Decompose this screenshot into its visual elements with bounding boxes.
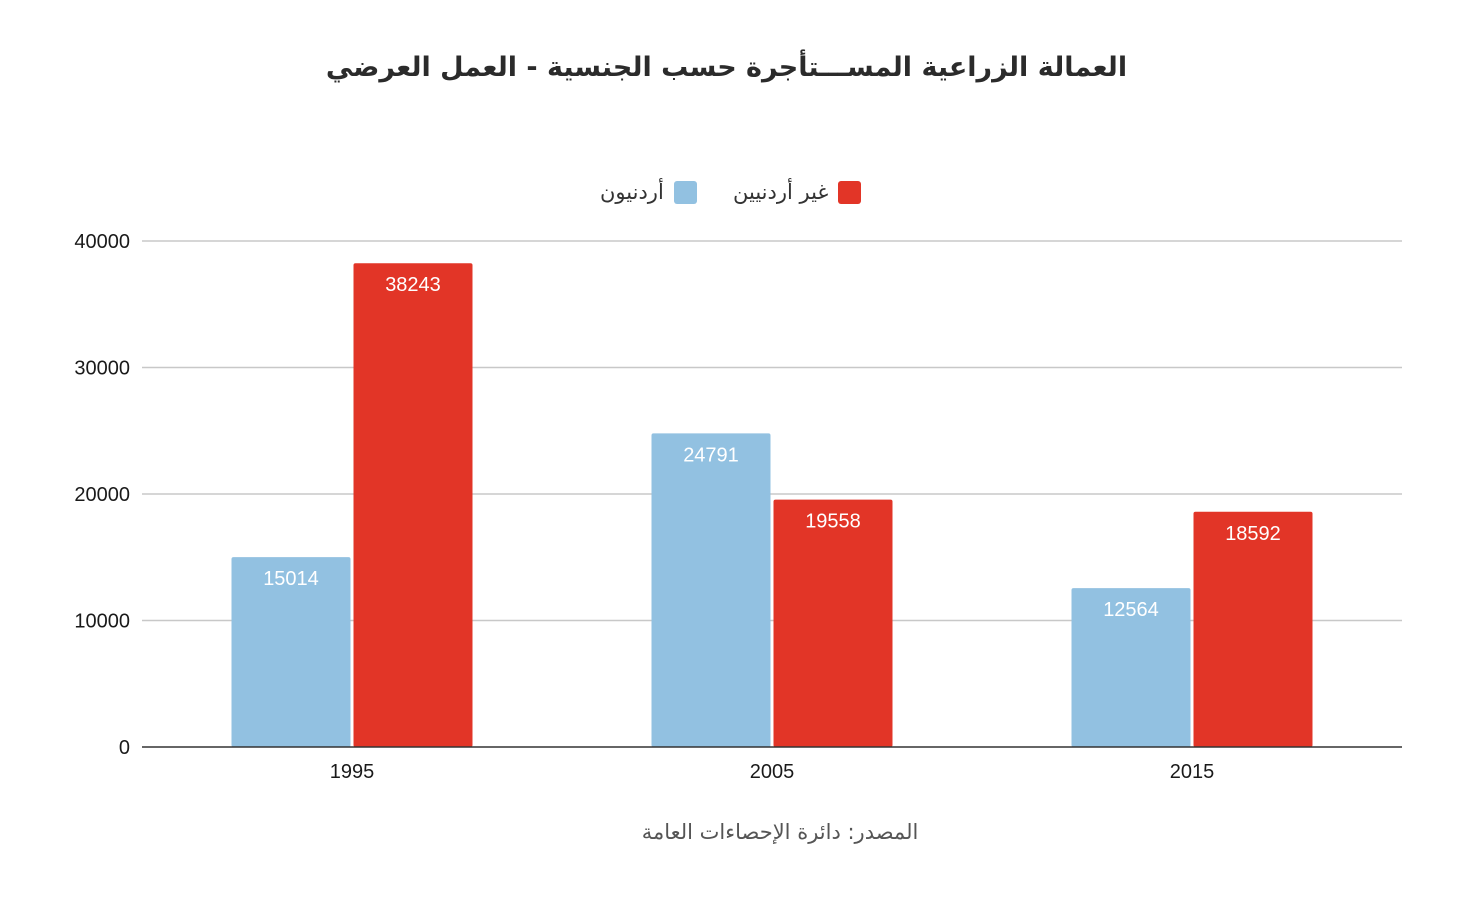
bar bbox=[651, 433, 771, 747]
bar bbox=[1071, 588, 1191, 747]
legend-swatch-non-jordanians bbox=[838, 180, 862, 204]
legend: أردنيون غير أردنيين bbox=[0, 172, 1473, 212]
bar-value-label: 19558 bbox=[805, 511, 861, 533]
legend-label-non-jordanians: غير أردنيين bbox=[733, 180, 829, 204]
bar-value-label: 15014 bbox=[263, 568, 319, 590]
bar bbox=[773, 499, 893, 747]
x-tick-label: 2015 bbox=[1170, 761, 1215, 783]
bar-value-label: 12564 bbox=[1103, 599, 1159, 621]
data-labels: 15014 38243 24791 19558 12564 18592 bbox=[263, 274, 1281, 621]
bar-value-label: 24791 bbox=[683, 444, 739, 466]
y-axis-ticks: 0 10000 20000 30000 40000 bbox=[74, 231, 130, 759]
x-tick-label: 1995 bbox=[330, 761, 375, 783]
legend-swatch-jordanians bbox=[673, 180, 697, 204]
bar bbox=[1193, 511, 1313, 747]
x-axis-ticks: 1995 2005 2015 bbox=[330, 761, 1215, 783]
bar-value-label: 18592 bbox=[1225, 523, 1281, 545]
y-tick-label: 20000 bbox=[74, 484, 130, 506]
x-tick-label: 2005 bbox=[750, 761, 795, 783]
gridlines bbox=[142, 240, 1402, 622]
y-tick-label: 30000 bbox=[74, 358, 130, 380]
source-note: المصدر: دائرة الإحصاءات العامة bbox=[641, 820, 919, 844]
bars bbox=[231, 263, 1313, 747]
legend-item-non-jordanians: غير أردنيين bbox=[733, 178, 862, 206]
bar bbox=[353, 263, 473, 747]
chart-title: العمالة الزراعية المســـتأجرة حسب الجنسي… bbox=[325, 52, 1128, 83]
legend-label-jordanians: أردنيون bbox=[600, 180, 664, 204]
y-tick-label: 0 bbox=[119, 737, 130, 759]
y-tick-label: 10000 bbox=[74, 611, 130, 633]
y-tick-label: 40000 bbox=[74, 231, 130, 253]
bar bbox=[231, 557, 351, 747]
legend-item-jordanians: أردنيون bbox=[600, 178, 697, 206]
bar-value-label: 38243 bbox=[385, 274, 441, 296]
